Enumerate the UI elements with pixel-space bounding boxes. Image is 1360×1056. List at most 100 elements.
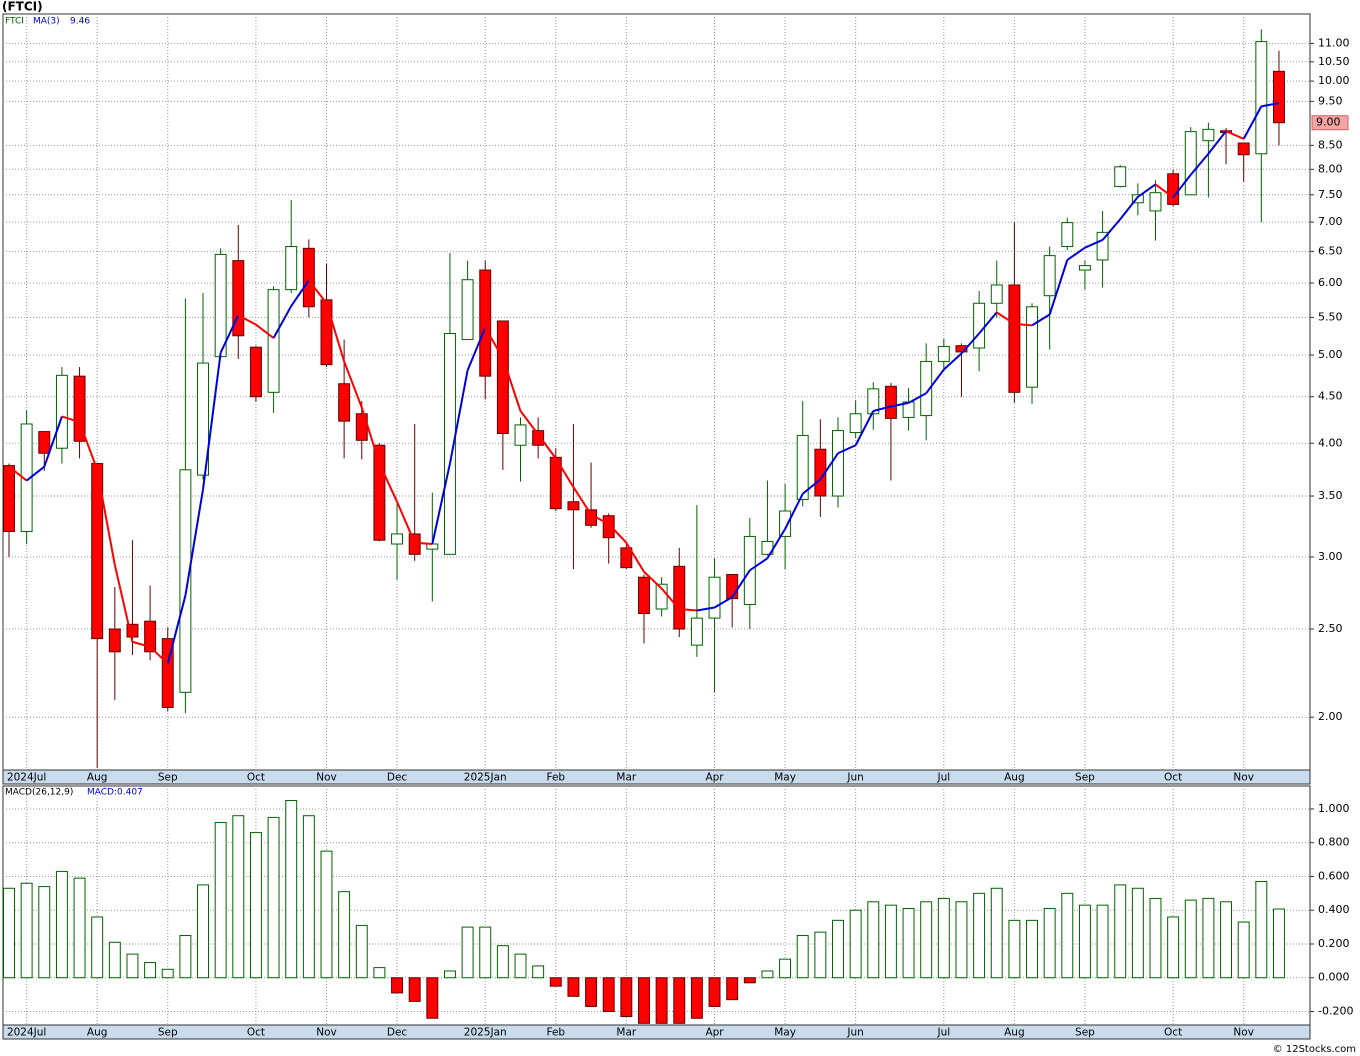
macd-bar (514, 953, 527, 979)
macd-bar (461, 926, 474, 979)
candle-body (373, 444, 386, 541)
ma-line (1242, 105, 1263, 140)
x-tick-label: Feb (546, 772, 565, 784)
y-tick-label: 7.00 (1318, 215, 1343, 228)
ma-line (272, 305, 293, 339)
candle-body (849, 413, 862, 434)
ma-line (519, 410, 539, 436)
candle-body (779, 510, 792, 537)
macd-bar (1043, 908, 1056, 979)
ma-line (448, 370, 469, 464)
macd-bar (655, 977, 668, 1024)
macd-bar (620, 977, 633, 1018)
candle-body (1272, 70, 1285, 124)
candle-body (338, 383, 351, 422)
macd-bar (585, 977, 598, 1007)
macd-bar (955, 901, 968, 979)
x-tick-label: Aug (87, 772, 108, 784)
legend-macd: MACD(26,12,9) (5, 788, 73, 798)
macd-bar (232, 815, 245, 979)
candle-body (708, 576, 721, 619)
candle-body (461, 279, 474, 341)
candle-body (937, 345, 950, 362)
y-tick-label: 0.200 (1318, 937, 1350, 950)
ma-line (378, 463, 398, 503)
ma-line (219, 314, 240, 354)
x-tick-label: Sep (1075, 772, 1095, 784)
x-tick-label: Apr (705, 772, 724, 784)
x-tick-label: May (774, 772, 796, 784)
ma-line (1119, 196, 1139, 220)
ma-line (96, 469, 116, 566)
x-tick-label: Sep (158, 1027, 178, 1039)
candle-body (3, 465, 15, 532)
macd-bar (973, 892, 986, 979)
x-tick-label: Sep (158, 772, 178, 784)
y-tick-label: 8.00 (1318, 162, 1343, 175)
macd-bar (373, 967, 386, 979)
ma-line (290, 279, 310, 307)
macd-bar (408, 977, 421, 1002)
candle-body (884, 385, 897, 419)
candle-body (567, 501, 580, 511)
macd-bar (779, 958, 792, 979)
macd-bar (161, 968, 174, 979)
y-tick-label: 4.00 (1318, 436, 1343, 449)
candle-body (249, 346, 262, 398)
ma-line (414, 541, 433, 545)
ma-line (343, 361, 363, 408)
candle-body (443, 333, 456, 555)
candle-body (1008, 284, 1021, 393)
x-tick-label: Dec (387, 772, 408, 784)
macd-bar (197, 884, 209, 979)
y-tick-label: -0.200 (1318, 1004, 1353, 1017)
ma-line (1189, 153, 1210, 176)
macd-bar (355, 924, 368, 979)
y-tick-label: 10.50 (1318, 55, 1350, 68)
macd-bar (320, 850, 333, 979)
y-tick-label: 6.00 (1318, 276, 1343, 289)
macd-bar (1131, 887, 1144, 979)
candle-body (1096, 231, 1109, 261)
ma-line (308, 279, 328, 304)
last-price-label: 9.00 (1316, 116, 1341, 129)
x-tick-label: Jul (936, 772, 950, 784)
macd-bar (443, 970, 456, 979)
y-tick-label: 0.400 (1318, 903, 1350, 916)
date-strip (2, 1024, 1311, 1040)
last-price-box (1311, 115, 1349, 131)
ma-line (501, 357, 522, 412)
ma-line (572, 486, 592, 516)
ma-line (1261, 102, 1280, 108)
x-tick-label: Jul (936, 1027, 950, 1039)
legend-ma-value: 9.46 (70, 17, 90, 27)
x-tick-label: Nov (1233, 1027, 1254, 1039)
y-tick-label: 5.00 (1318, 348, 1343, 361)
y-tick-label: 6.50 (1318, 244, 1343, 257)
candle-body (832, 430, 844, 497)
candle-body (38, 431, 51, 454)
macd-bar (249, 832, 262, 979)
y-tick-label: 0.600 (1318, 869, 1350, 882)
ma-line (749, 557, 769, 572)
macd-bar (1149, 897, 1162, 979)
ma-line (61, 415, 80, 424)
macd-bar (743, 977, 756, 984)
ma-line (255, 323, 275, 339)
x-tick-label: 2025Jan (464, 772, 507, 784)
ma-line (854, 410, 875, 446)
candle-body (673, 565, 686, 630)
y-tick-label: 3.00 (1318, 550, 1343, 563)
candle-body (144, 620, 157, 653)
ma-line (625, 542, 645, 573)
x-tick-label: Oct (247, 1027, 265, 1039)
candle-body (126, 623, 139, 638)
candle-body (232, 260, 245, 337)
macd-bar (55, 870, 68, 979)
panel (2, 13, 1311, 771)
candle-body (197, 362, 209, 476)
x-tick-label: Nov (316, 772, 337, 784)
macd-bar (884, 904, 897, 979)
ma-line (1101, 218, 1121, 241)
